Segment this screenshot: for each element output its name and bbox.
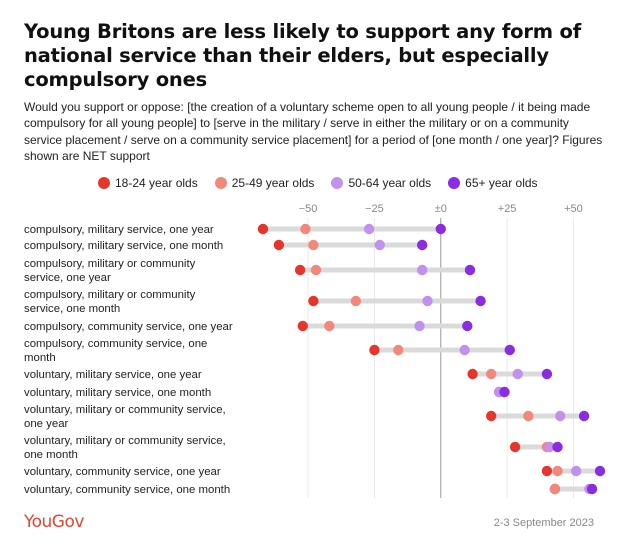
x-tick-label: −50	[299, 203, 318, 215]
row-label: voluntary, military service, one year	[24, 369, 202, 381]
row-label: voluntary, community service, one year	[24, 466, 221, 478]
x-tick-label: +25	[498, 203, 517, 215]
data-point	[512, 368, 523, 380]
data-point	[541, 368, 553, 380]
row-label-line: one year	[24, 418, 69, 430]
data-point	[297, 320, 308, 332]
data-point	[308, 295, 319, 307]
data-point	[541, 465, 553, 477]
row-label-line: voluntary, military or community service…	[24, 404, 226, 416]
data-point	[435, 223, 446, 235]
data-point	[504, 344, 515, 356]
chart-title: Young Britons are less likely to support…	[24, 20, 581, 91]
x-tick-label: +50	[564, 203, 583, 215]
row-label: compulsory, military service, one year	[24, 224, 214, 236]
row-label-line: compulsory, military service, one year	[24, 224, 214, 236]
data-point	[273, 239, 285, 251]
data-point	[324, 320, 335, 332]
row-label-line: service, one year	[24, 272, 111, 284]
data-point	[554, 410, 566, 422]
data-point	[549, 483, 561, 495]
data-point	[369, 344, 380, 356]
row-label: compulsory, military or community service…	[24, 258, 196, 284]
data-point	[586, 483, 598, 495]
legend-label: 25-49 year olds	[231, 176, 315, 190]
data-point	[350, 295, 362, 307]
legend-item-25-49: 25-49 year olds	[214, 176, 315, 190]
data-point	[475, 295, 486, 307]
data-point	[422, 295, 433, 307]
data-point	[552, 465, 563, 477]
legend-dot	[214, 177, 227, 189]
data-point	[462, 320, 473, 332]
data-point	[570, 465, 582, 477]
data-point	[509, 441, 521, 453]
data-point	[294, 264, 306, 276]
data-point	[485, 368, 497, 380]
data-point	[594, 465, 606, 477]
row-label-line: compulsory, community service, one	[24, 338, 207, 350]
legend-item-50-64: 50-64 year olds	[331, 176, 431, 190]
legend-dot	[448, 177, 461, 189]
data-point	[523, 410, 534, 422]
row-label-line: voluntary, military service, one year	[24, 369, 202, 381]
data-point	[467, 368, 478, 380]
data-point	[308, 239, 319, 251]
data-point	[459, 344, 470, 356]
row-label: voluntary, community service, one month	[24, 484, 230, 496]
data-point	[300, 223, 311, 235]
row-label: compulsory, military service, one month	[24, 240, 223, 252]
legend-dot	[331, 177, 344, 189]
row-label: voluntary, military or community service…	[24, 404, 226, 430]
x-tick-label: −25	[365, 203, 384, 215]
data-point	[363, 223, 375, 235]
legend-item-65-plus: 65+ year olds	[448, 176, 538, 190]
data-point	[578, 410, 590, 422]
legend: 18-24 year olds 25-49 year olds 50-64 ye…	[98, 176, 555, 190]
legend-label: 65+ year olds	[465, 176, 538, 190]
row-label-line: voluntary, community service, one month	[24, 484, 230, 496]
row-label-line: one month	[24, 449, 78, 461]
data-point	[464, 264, 476, 276]
survey-date: 2-3 September 2023	[493, 517, 594, 529]
row-label-line: month	[24, 352, 56, 364]
row-label-line: compulsory, military or community	[24, 258, 196, 270]
row-label: compulsory, community service, one month	[24, 338, 207, 364]
row-label-line: compulsory, community service, one year	[24, 321, 233, 333]
yougov-logo: YouGov	[24, 512, 84, 532]
data-point	[485, 410, 497, 422]
row-label: voluntary, military service, one month	[24, 387, 211, 399]
x-tick-label: ±0	[435, 203, 447, 215]
row-label-line: compulsory, military or community	[24, 289, 196, 301]
row-label: compulsory, community service, one year	[24, 321, 233, 333]
row-label-line: voluntary, community service, one year	[24, 466, 221, 478]
data-point	[257, 223, 269, 235]
row-label-line: service, one month	[24, 303, 120, 315]
data-point	[393, 344, 404, 356]
legend-dot	[98, 177, 110, 189]
row-label-line: voluntary, military or community service…	[24, 435, 226, 447]
legend-label: 50-64 year olds	[348, 176, 432, 190]
data-point	[414, 320, 425, 332]
row-label-line: voluntary, military service, one month	[24, 387, 211, 399]
row-label-line: compulsory, military service, one month	[24, 240, 223, 252]
data-point	[416, 264, 428, 276]
row-label: voluntary, military or community service…	[24, 435, 226, 461]
data-point	[416, 239, 428, 251]
legend-label: 18-24 year olds	[115, 176, 198, 190]
row-label: compulsory, military or community service…	[24, 289, 196, 315]
chart-subtitle: Would you support or oppose: [the creati…	[24, 100, 603, 164]
data-point	[552, 441, 563, 453]
data-point	[544, 441, 555, 453]
legend-item-18-24: 18-24 year olds	[98, 176, 198, 190]
data-point	[499, 386, 510, 398]
data-point	[374, 239, 385, 251]
data-point	[310, 264, 322, 276]
